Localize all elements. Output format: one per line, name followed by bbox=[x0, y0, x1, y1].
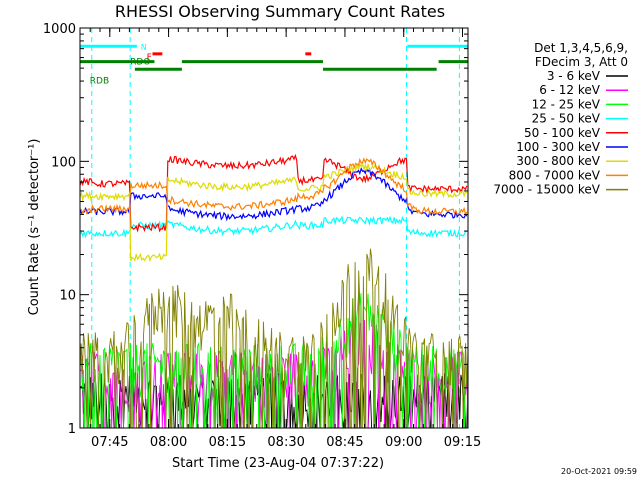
series-100-300-kev bbox=[79, 166, 468, 222]
legend-entry-label: 7000 - 15000 keV bbox=[493, 183, 600, 197]
plot-frame: 1 10 100 1000 07:45 08:00 08:15 08:30 08:45 09:00… bbox=[43, 22, 481, 450]
chart-title: RHESSI Observing Summary Count Rates bbox=[115, 2, 445, 21]
y-tick-label: 100 bbox=[51, 155, 76, 170]
series-800-7000-kev bbox=[79, 157, 468, 216]
series-12-25-kev bbox=[79, 291, 469, 429]
legend-entry-label: 6 - 12 keV bbox=[539, 83, 601, 97]
x-tick-label: 09:00 bbox=[385, 435, 422, 450]
y-tick-label: 1000 bbox=[43, 22, 76, 37]
legend: Det 1,3,4,5,6,9,FDecim 3, Att 03 - 6 keV… bbox=[493, 41, 628, 197]
flag-rdb-label: RDB bbox=[90, 76, 109, 86]
legend-header: FDecim 3, Att 0 bbox=[535, 55, 628, 69]
x-tick-label: 08:45 bbox=[326, 435, 363, 450]
legend-header: Det 1,3,4,5,6,9, bbox=[534, 41, 628, 55]
y-axis-label: Count Rate (s⁻¹ detector⁻¹) bbox=[27, 139, 42, 316]
series-300-800-kev bbox=[79, 161, 468, 263]
x-tick-label: 07:45 bbox=[91, 435, 128, 450]
legend-entry-label: 800 - 7000 keV bbox=[509, 168, 601, 182]
flag-n-label: N bbox=[141, 43, 147, 52]
x-tick-label: 08:30 bbox=[267, 435, 304, 450]
x-axis-label: Start Time (23-Aug-04 07:37:22) bbox=[172, 456, 384, 471]
legend-entry-label: 300 - 800 keV bbox=[516, 154, 600, 168]
flag-f-label: F bbox=[147, 53, 152, 63]
y-tick-label: 1 bbox=[68, 422, 76, 437]
timestamp: 20-Oct-2021 09:59 bbox=[561, 467, 637, 476]
x-tick-label: 08:00 bbox=[150, 435, 187, 450]
legend-entry-label: 3 - 6 keV bbox=[547, 69, 601, 83]
flag-rdo-label: RDO bbox=[130, 58, 150, 68]
series-25-50-kev bbox=[79, 215, 468, 239]
x-tick-label: 08:15 bbox=[209, 435, 246, 450]
legend-entry-label: 25 - 50 keV bbox=[532, 112, 601, 126]
legend-entry-label: 100 - 300 keV bbox=[516, 140, 600, 154]
x-tick-label: 09:15 bbox=[444, 435, 481, 450]
legend-entry-label: 50 - 100 keV bbox=[524, 126, 601, 140]
plot-border bbox=[79, 27, 469, 429]
legend-entry-label: 12 - 25 keV bbox=[532, 97, 601, 111]
y-tick-label: 10 bbox=[59, 289, 76, 304]
series-50-100-kev bbox=[79, 153, 468, 233]
